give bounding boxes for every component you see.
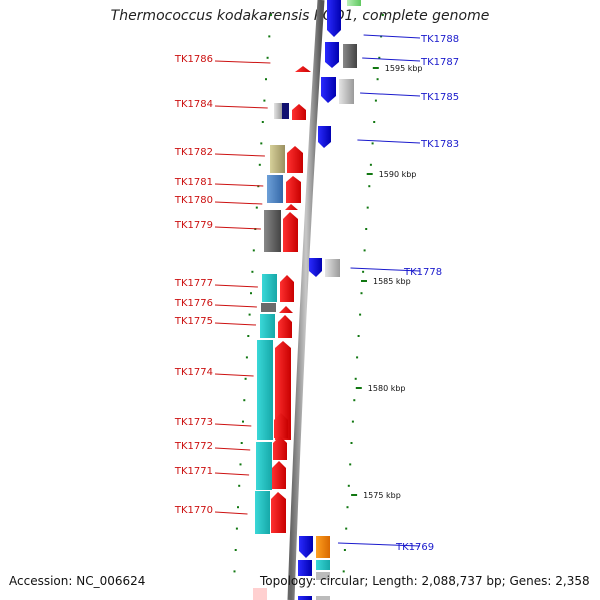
left-gene-labels: TK1786 TK1784 TK1782 TK1781 TK1780 TK1779 TK17… [174,54,271,516]
right-gene-labels: TK1788 TK1787 TK1785 TK1783 TK1778 TK1769 [337,34,459,553]
gene-label-TK1781: TK1781 [174,177,213,188]
gene-label-TK1775: TK1775 [174,316,213,327]
leader-line-TK1783 [357,139,421,144]
gene-label-TK1769: TK1769 [395,542,434,553]
genome-backbone [287,0,325,600]
gene-TK1778 [309,258,322,277]
leader-line-TK1785 [360,92,421,97]
accession-text: Accession: NC_006624 [9,574,146,588]
scale-tick-label-0: 1595 kbp [385,64,423,73]
leader-line-TK1771 [214,472,250,476]
gene-TK1771 [272,461,286,489]
gene-label-TK1777: TK1777 [174,278,213,289]
gene-TK1786 [295,66,311,72]
gene-label-TK1788: TK1788 [420,34,459,45]
gene-TK1770 [271,492,286,533]
gene-label-TK1780: TK1780 [174,195,213,206]
leader-line-TK1780 [214,201,263,205]
gene-label-TK1787: TK1787 [420,57,459,68]
gene-TK1776 [279,306,293,313]
scale-tick-labels: 1595 kbp 1590 kbp 1585 kbp 1580 kbp 1575 kbp [351,64,423,500]
left-class-blocks [255,103,289,534]
map-title: Thermococcus kodakarensis KOD1, complete… [110,8,490,24]
leader-line-TK1777 [214,284,258,288]
gene-TK1787 [325,42,339,68]
gene-label-TK1782: TK1782 [174,147,213,158]
leader-line-TK1787 [362,57,421,62]
gene-TK1780 [285,204,298,210]
leader-line-TK1779 [214,226,261,230]
gene-TK1782 [287,146,303,173]
gene-label-TK1772: TK1772 [174,441,213,452]
leader-line-TK1781 [214,183,264,187]
leader-line-TK1773 [214,423,252,427]
gene-TK1775 [278,315,292,338]
gene-label-TK1786: TK1786 [174,54,213,65]
scale-tick-label-1: 1590 kbp [379,170,417,179]
leader-line-TK1778 [350,267,421,272]
leader-line-TK1788 [363,34,421,39]
gene-label-TK1773: TK1773 [174,417,213,428]
leader-line-TK1784 [214,105,268,109]
scale-tick-label-2: 1585 kbp [373,277,411,286]
gene-label-TK1779: TK1779 [174,220,213,231]
gene-TK1772 [273,436,287,460]
leader-line-TK1782 [214,153,265,157]
topology-text: Topology: circular; Length: 2,088,737 bp… [260,574,590,588]
gene-TK1788 [327,0,341,37]
scale-tick-label-3: 1580 kbp [368,384,406,393]
gene-label-TK1783: TK1783 [420,139,459,150]
gene-TK1769 [299,536,313,558]
gene-label-TK1774: TK1774 [174,367,213,378]
gene-TK1777 [280,275,294,302]
gene-label-TK1784: TK1784 [174,99,213,110]
leader-line-TK1769 [337,542,421,547]
gene-TK1773 [274,413,288,438]
gene-label-TK1770: TK1770 [174,505,213,516]
gene-TK1779 [283,212,298,252]
reverse-strand-features [253,0,361,600]
gene-TK1781 [286,176,301,203]
leader-line-TK1776 [214,304,257,308]
gene-label-TK1778: TK1778 [403,267,442,278]
gene-label-TK1776: TK1776 [174,298,213,309]
leader-line-TK1774 [214,373,254,377]
scale-tick-label-4: 1575 kbp [363,491,401,500]
gene-TK1783 [318,126,331,148]
gene-TK1785 [321,77,336,103]
gene-label-TK1785: TK1785 [420,92,459,103]
leader-line-TK1772 [214,447,251,451]
leader-line-TK1770 [214,511,248,515]
forward-strand-features [271,66,311,533]
gene-TK1784 [292,104,306,120]
leader-line-TK1775 [214,322,257,326]
leader-line-TK1786 [214,60,271,64]
gene-label-TK1771: TK1771 [174,466,213,477]
